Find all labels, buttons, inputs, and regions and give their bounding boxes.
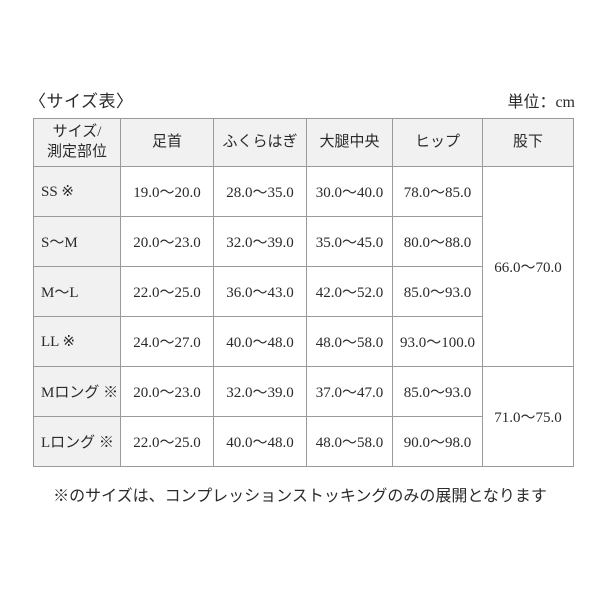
cell-hip: 80.0〜88.0: [392, 216, 483, 267]
row-label: SS ※: [33, 166, 121, 217]
header-cell-thigh: 大腿中央: [306, 118, 393, 167]
cell-thigh: 42.0〜52.0: [306, 266, 393, 317]
cell-calf: 36.0〜43.0: [213, 266, 307, 317]
table-row: LL ※ 24.0〜27.0 40.0〜48.0 48.0〜58.0 93.0〜…: [33, 316, 574, 367]
cell-ankle: 24.0〜27.0: [120, 316, 214, 367]
cell-ankle: 22.0〜25.0: [120, 416, 214, 467]
cell-hip: 78.0〜85.0: [392, 166, 483, 217]
cell-thigh: 48.0〜58.0: [306, 416, 393, 467]
cell-ankle: 22.0〜25.0: [120, 266, 214, 317]
cell-calf: 32.0〜39.0: [213, 216, 307, 267]
header-row: サイズ/ 測定部位 足首 ふくらはぎ 大腿中央 ヒップ 股下: [33, 118, 574, 167]
cell-inseam-merged: 71.0〜75.0: [482, 366, 574, 467]
row-label: M〜L: [33, 266, 121, 317]
cell-calf: 40.0〜48.0: [213, 416, 307, 467]
size-table: サイズ/ 測定部位 足首 ふくらはぎ 大腿中央 ヒップ 股下 SS ※ 19.0…: [33, 118, 574, 467]
cell-calf: 32.0〜39.0: [213, 366, 307, 417]
header-cell-inseam: 股下: [482, 118, 574, 167]
cell-thigh: 35.0〜45.0: [306, 216, 393, 267]
cell-calf: 28.0〜35.0: [213, 166, 307, 217]
table-row: S〜M 20.0〜23.0 32.0〜39.0 35.0〜45.0 80.0〜8…: [33, 216, 574, 267]
row-label: S〜M: [33, 216, 121, 267]
cell-thigh: 30.0〜40.0: [306, 166, 393, 217]
cell-ankle: 19.0〜20.0: [120, 166, 214, 217]
cell-hip: 85.0〜93.0: [392, 266, 483, 317]
cell-inseam-merged: 66.0〜70.0: [482, 166, 574, 367]
cell-thigh: 37.0〜47.0: [306, 366, 393, 417]
table-row: M〜L 22.0〜25.0 36.0〜43.0 42.0〜52.0 85.0〜9…: [33, 266, 574, 317]
footnote: ※のサイズは、コンプレッションストッキングのみの展開となります: [53, 488, 547, 505]
header-cell-hip: ヒップ: [392, 118, 483, 167]
page-title: 〈サイズ表〉: [29, 92, 134, 111]
row-label: Lロング ※: [33, 416, 121, 467]
header-cell-size: サイズ/ 測定部位: [33, 118, 121, 167]
cell-hip: 85.0〜93.0: [392, 366, 483, 417]
cell-ankle: 20.0〜23.0: [120, 216, 214, 267]
table-row: Lロング ※ 22.0〜25.0 40.0〜48.0 48.0〜58.0 90.…: [33, 416, 574, 467]
cell-hip: 93.0〜100.0: [392, 316, 483, 367]
row-label: Mロング ※: [33, 366, 121, 417]
row-label: LL ※: [33, 316, 121, 367]
table-row: SS ※ 19.0〜20.0 28.0〜35.0 30.0〜40.0 78.0〜…: [33, 166, 574, 367]
cell-ankle: 20.0〜23.0: [120, 366, 214, 417]
unit-label: 単位：cm: [507, 94, 575, 111]
table-row: Mロング ※ 20.0〜23.0 32.0〜39.0 37.0〜47.0 85.…: [33, 366, 574, 467]
header-cell-ankle: 足首: [120, 118, 214, 167]
cell-thigh: 48.0〜58.0: [306, 316, 393, 367]
cell-hip: 90.0〜98.0: [392, 416, 483, 467]
header-cell-calf: ふくらはぎ: [213, 118, 307, 167]
cell-calf: 40.0〜48.0: [213, 316, 307, 367]
